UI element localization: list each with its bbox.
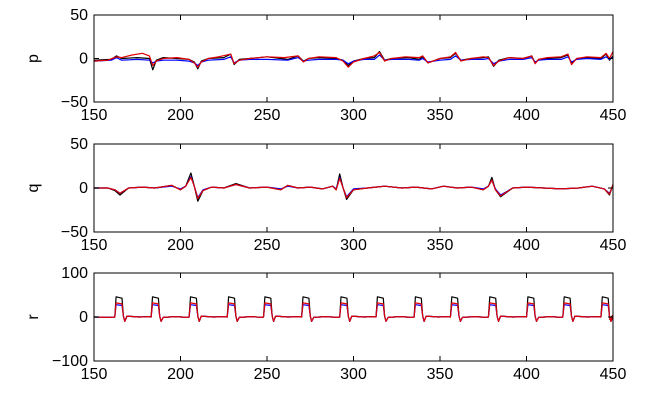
subplot-q: 150 200 250 300 350 400 450 −50 0 50 q bbox=[25, 136, 626, 254]
subplot-p: 150 200 250 300 350 400 450 −50 0 50 p bbox=[25, 7, 626, 124]
y-axis-label: q bbox=[25, 184, 42, 193]
x-tick-label: 350 bbox=[427, 366, 454, 383]
x-tick-label: 350 bbox=[427, 107, 454, 124]
x-tick-label: 300 bbox=[340, 107, 367, 124]
x-tick-label: 300 bbox=[340, 366, 367, 383]
series-line-2-1 bbox=[94, 304, 613, 322]
y-tick-label: −50 bbox=[61, 224, 88, 241]
y-tick-label: 50 bbox=[70, 136, 88, 153]
y-tick-label: −50 bbox=[61, 94, 88, 111]
x-tick-label: 400 bbox=[513, 237, 540, 254]
x-tick-label: 200 bbox=[167, 107, 194, 124]
x-tick-label: 150 bbox=[81, 237, 108, 254]
y-tick-label: 0 bbox=[79, 51, 88, 68]
x-tick-label: 350 bbox=[427, 237, 454, 254]
series-line-2-2 bbox=[94, 302, 613, 322]
y-tick-label: 0 bbox=[79, 180, 88, 197]
x-tick-label: 250 bbox=[254, 366, 281, 383]
x-tick-label: 250 bbox=[254, 107, 281, 124]
x-tick-label: 200 bbox=[167, 237, 194, 254]
x-tick-label: 300 bbox=[340, 237, 367, 254]
y-tick-label: 100 bbox=[61, 265, 88, 282]
x-tick-label: 200 bbox=[167, 366, 194, 383]
x-tick-label: 400 bbox=[513, 366, 540, 383]
x-tick-label: 150 bbox=[81, 366, 108, 383]
y-tick-label: 50 bbox=[70, 7, 88, 24]
series-line-0-2 bbox=[94, 51, 613, 68]
y-axis-label: r bbox=[25, 314, 42, 320]
x-tick-label: 450 bbox=[600, 107, 627, 124]
subplot-r: 150 200 250 300 350 400 450 −100 0 100 r bbox=[25, 265, 626, 383]
x-tick-label: 450 bbox=[600, 366, 627, 383]
y-tick-label: −100 bbox=[52, 353, 88, 370]
y-tick-label: 0 bbox=[79, 309, 88, 326]
series-line-1-2 bbox=[94, 176, 613, 200]
series-line-2-0 bbox=[94, 296, 613, 322]
x-tick-label: 400 bbox=[513, 107, 540, 124]
x-tick-label: 150 bbox=[81, 107, 108, 124]
y-axis-label: p bbox=[25, 54, 42, 63]
x-tick-label: 450 bbox=[600, 237, 627, 254]
x-tick-label: 250 bbox=[254, 237, 281, 254]
